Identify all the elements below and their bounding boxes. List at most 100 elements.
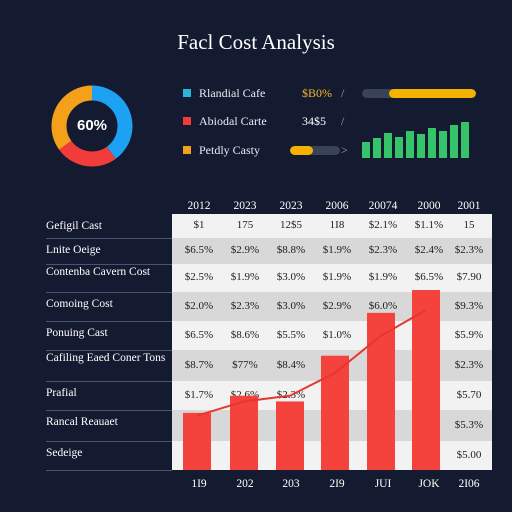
sparkline-bar bbox=[362, 142, 370, 158]
legend-separator-1: / bbox=[341, 86, 345, 100]
table-cell: $1.9% bbox=[368, 271, 398, 283]
table-cell: 175 bbox=[236, 219, 254, 231]
table-cell: 15 bbox=[463, 219, 475, 231]
table-cell: $2.6% bbox=[230, 388, 260, 401]
table-cell: $6.5% bbox=[184, 244, 214, 256]
donut-center-label: 60% bbox=[76, 117, 108, 134]
x-tick-label: 2I06 bbox=[458, 478, 480, 490]
donut-segment-3 bbox=[51, 85, 133, 167]
table-cell: $6.5% bbox=[414, 271, 444, 283]
x-tick-label: 202 bbox=[236, 478, 254, 490]
legend-label-3: Petdly Casty bbox=[199, 143, 261, 157]
donut-segment-2 bbox=[51, 85, 133, 167]
sparkline-bar bbox=[395, 137, 403, 158]
column-header: 20074 bbox=[368, 200, 398, 212]
donut-svg bbox=[51, 85, 133, 167]
table-cell: $5.00 bbox=[456, 448, 482, 461]
table-cell: $8.4% bbox=[276, 358, 306, 371]
table-cell: $1.9% bbox=[230, 271, 260, 283]
row-label: Prafial bbox=[46, 387, 77, 399]
row-label: Ponuing Cast bbox=[46, 327, 108, 339]
table-cell: $3.0% bbox=[276, 271, 306, 283]
x-tick-label: JOK bbox=[418, 478, 440, 490]
row-divider bbox=[46, 410, 172, 411]
table-cell: $9.3% bbox=[454, 299, 484, 312]
sparkline-bar bbox=[373, 138, 381, 158]
table-cell: $1 bbox=[193, 219, 205, 231]
column-header: 2012 bbox=[187, 200, 211, 212]
table-row bbox=[172, 238, 492, 264]
x-tick-label: 203 bbox=[282, 478, 300, 490]
progress-bar-1 bbox=[362, 89, 476, 98]
sparkline-bar bbox=[461, 121, 469, 158]
progress-fill-1 bbox=[389, 89, 476, 98]
table-cell: $1.9% bbox=[322, 244, 352, 256]
legend-swatch-1 bbox=[183, 89, 191, 97]
table-row bbox=[172, 441, 492, 470]
table-cell: $6.0% bbox=[368, 299, 398, 312]
table-cell: $2.3% bbox=[230, 299, 260, 312]
row-label: Comoing Cost bbox=[46, 298, 113, 310]
row-divider bbox=[46, 350, 172, 351]
x-tick-label: 2I9 bbox=[329, 478, 345, 490]
table-cell: $2.5% bbox=[184, 271, 214, 283]
table-cell: $77% bbox=[232, 358, 258, 371]
column-header: 2001 bbox=[457, 200, 481, 212]
row-label: Cafiling Eaed Coner Tons bbox=[46, 352, 166, 364]
row-divider bbox=[46, 292, 172, 293]
row-divider bbox=[46, 264, 172, 265]
table-row bbox=[172, 264, 492, 292]
legend-swatch-3 bbox=[183, 146, 191, 154]
progress-fill-2 bbox=[290, 146, 313, 155]
legend-swatch-2 bbox=[183, 117, 191, 125]
table-cell: $1.0% bbox=[322, 328, 352, 341]
row-label: Sedeige bbox=[46, 447, 83, 459]
column-header: 2006 bbox=[325, 200, 349, 212]
donut-hole bbox=[67, 101, 117, 151]
progress-bar-2 bbox=[290, 146, 340, 155]
table-cell: $3.0% bbox=[276, 299, 306, 312]
table-cell: $1.9% bbox=[322, 271, 352, 283]
sparkline-bar bbox=[439, 131, 447, 158]
table-row bbox=[172, 214, 492, 238]
table-cell: $2.3% bbox=[454, 358, 484, 371]
table-cell: $8.7% bbox=[184, 358, 214, 371]
sparkline-bar bbox=[428, 128, 436, 158]
sparkline-bar bbox=[406, 130, 414, 158]
column-header: 2023 bbox=[233, 200, 257, 212]
row-divider bbox=[46, 441, 172, 442]
legend-separator-2: / bbox=[341, 114, 345, 128]
sparkline-bar bbox=[417, 134, 425, 158]
legend-value-2: 34$5 bbox=[302, 114, 326, 128]
table-cell: 1I8 bbox=[329, 219, 345, 231]
table-cell: $2.3% bbox=[368, 244, 398, 256]
row-divider bbox=[46, 381, 172, 382]
row-label: Gefigil Cast bbox=[46, 220, 102, 232]
table-cell: $5.5% bbox=[276, 328, 306, 341]
column-header: 2023 bbox=[279, 200, 303, 212]
table-cell: $2.3% bbox=[276, 388, 306, 401]
row-label: Lnite Oeige bbox=[46, 244, 101, 256]
table-cell: 12$5 bbox=[280, 219, 302, 231]
legend-chevron-3: > bbox=[341, 143, 348, 157]
row-label: Rancal Reauaet bbox=[46, 416, 118, 428]
legend-label-2: Abiodal Carte bbox=[199, 114, 267, 128]
legend-label-1: Rlandial Cafe bbox=[199, 86, 266, 100]
table-cell: $2.9% bbox=[322, 299, 352, 312]
table-cell: $5.70 bbox=[456, 388, 482, 401]
table-cell: $5.3% bbox=[454, 418, 484, 431]
x-tick-label: 1I9 bbox=[191, 478, 207, 490]
legend-value-1: $B0% bbox=[302, 86, 332, 100]
table-cell: $1.1% bbox=[414, 219, 444, 231]
table-cell: $8.6% bbox=[230, 328, 260, 341]
table-cell: $2.4% bbox=[414, 244, 444, 256]
donut-chart: 60% bbox=[50, 84, 134, 168]
table-cell: $5.9% bbox=[454, 328, 484, 341]
table-cell: $8.8% bbox=[276, 244, 306, 256]
row-label: Contenba Cavern Cost bbox=[46, 266, 151, 278]
table-row bbox=[172, 410, 492, 441]
table-cell: $2.0% bbox=[184, 299, 214, 312]
row-divider bbox=[46, 470, 172, 471]
sparkline-bar bbox=[450, 124, 458, 158]
sparkline-bar bbox=[384, 133, 392, 158]
